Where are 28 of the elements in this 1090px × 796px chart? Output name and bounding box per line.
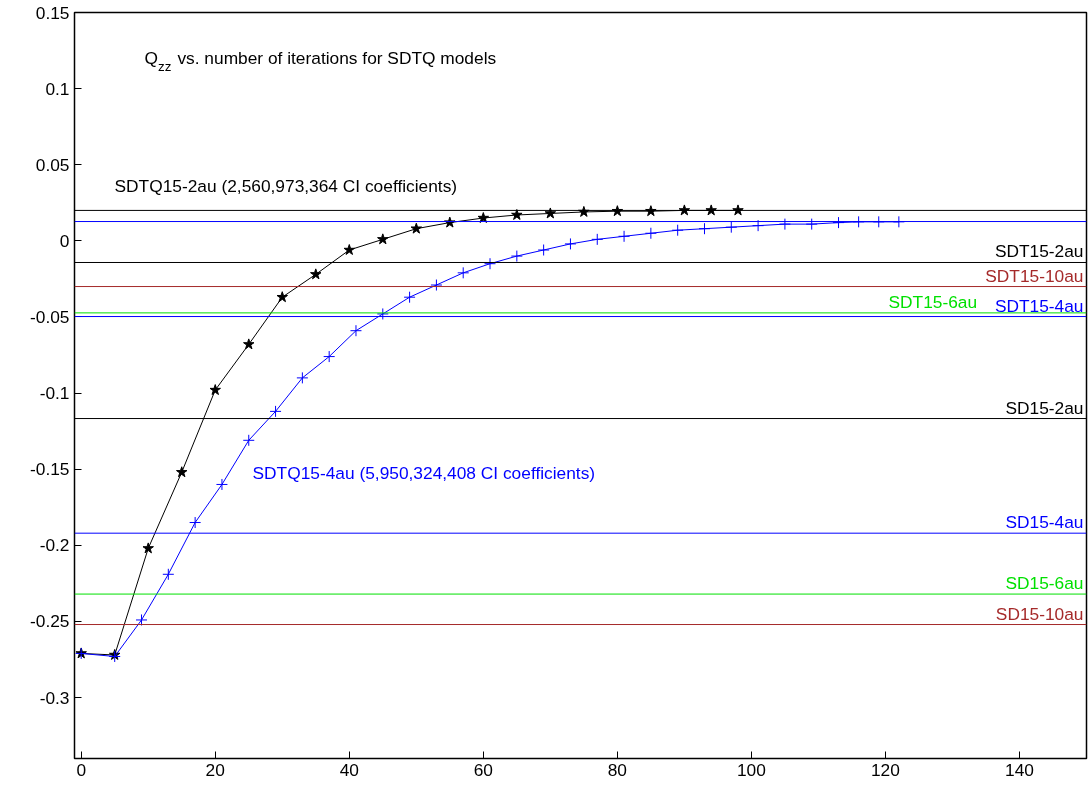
x-tick-label: 60	[473, 759, 493, 780]
y-tick-label: -0.25	[30, 611, 70, 632]
ref-line-label: SD15-4au	[1005, 512, 1084, 533]
y-tick-label: -0.1	[39, 383, 70, 404]
y-tick-label: 0.1	[45, 78, 70, 99]
ref-line-label: SDT15-6au	[888, 291, 978, 312]
x-tick-label: 20	[205, 759, 225, 780]
y-tick-label: 0.05	[35, 154, 70, 175]
y-tick-label: 0.15	[35, 2, 70, 23]
y-tick-label: 0	[59, 230, 70, 251]
x-tick-label: 120	[870, 759, 900, 780]
y-tick-label: -0.3	[39, 687, 70, 708]
y-tick-label: -0.2	[39, 535, 70, 556]
x-tick-label: 0	[76, 759, 87, 780]
y-tick-label: -0.05	[30, 306, 70, 327]
ref-line-label: SD15-2au	[1005, 397, 1084, 418]
y-tick-label: -0.15	[30, 459, 70, 480]
ref-line-label: SD15-10au	[995, 603, 1084, 624]
ref-line-label: SD15-6au	[1005, 573, 1084, 594]
ref-line-label: SDT15-10au	[985, 265, 1084, 286]
x-tick-label: 80	[607, 759, 628, 780]
x-tick-label: 40	[339, 759, 359, 780]
series-label: SDTQ15-4au (5,950,324,408 CI coefficients)	[252, 462, 596, 483]
ref-line-label: SDT15-4au	[994, 295, 1084, 316]
x-tick-label: 100	[736, 759, 766, 780]
series-label: SDTQ15-2au (2,560,973,364 CI coefficients)	[114, 175, 458, 196]
ref-line-label: SDT15-2au	[994, 241, 1084, 262]
x-tick-label: 140	[1005, 759, 1034, 780]
